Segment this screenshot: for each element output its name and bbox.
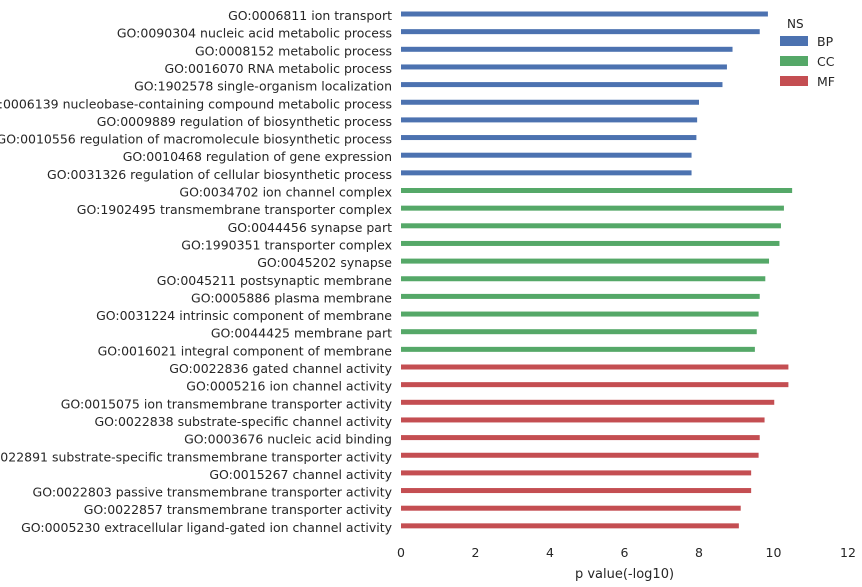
category-label: GO:0031224 intrinsic component of membra… [96,308,392,323]
legend-swatch-cc [780,56,808,66]
legend: NS BP CC MF [780,17,835,89]
bar-bp [401,64,727,70]
bar-bp [401,11,768,17]
category-label: GO:0022838 substrate-specific channel ac… [94,414,392,429]
legend-label-bp: BP [817,34,834,49]
category-label: GO:1902578 single-organism localization [134,79,392,94]
x-axis-ticks: 0 2 4 6 8 10 12 [397,545,856,560]
category-label: GO:0044456 synapse part [228,220,392,235]
bar-cc [401,205,784,211]
bar-cc [401,240,780,246]
category-label: GO:0022891 substrate-specific transmembr… [0,449,393,464]
category-label: GO:0006811 ion transport [228,8,392,23]
bar-mf [401,470,752,476]
category-label: GO:0015267 channel activity [209,467,392,482]
legend-swatch-mf [780,76,808,86]
bar-mf [401,505,741,511]
bar-bp [401,29,760,35]
category-label: GO:0044425 membrane part [211,326,392,341]
category-label: GO:0008152 metabolic process [195,43,392,58]
category-label: GO:1990351 transporter complex [181,237,392,252]
category-label: GO:0034702 ion channel complex [179,185,392,200]
category-label: GO:1902495 transmembrane transporter com… [77,202,392,217]
bar-cc [401,258,770,264]
bar-mf [401,488,752,494]
category-label: GO:0022857 transmembrane transporter act… [84,502,393,517]
x-tick-label: 10 [766,545,782,560]
category-label: GO:0016070 RNA metabolic process [164,61,392,76]
category-label: GO:0005216 ion channel activity [186,379,392,394]
legend-swatch-bp [780,36,808,46]
bar-mf [401,417,765,423]
bar-bp [401,46,733,52]
bar-bp [401,117,698,123]
category-label: GO:0015075 ion transmembrane transporter… [61,396,393,411]
bar-mf [401,435,760,441]
category-label: GO:0009889 regulation of biosynthetic pr… [97,114,392,129]
bar-bp [401,152,692,158]
category-label: GO:0010468 regulation of gene expression [123,149,392,164]
bar-bp [401,99,699,105]
category-label: GO:0010556 regulation of macromolecule b… [0,132,392,147]
category-label: GO:0003676 nucleic acid binding [184,432,392,447]
category-label: GO:0090304 nucleic acid metabolic proces… [117,26,392,41]
bar-mf [401,523,739,529]
bar-mf [401,452,759,458]
category-label: GO:0006139 nucleobase-containing compoun… [0,96,392,111]
x-tick-label: 2 [472,545,480,560]
x-tick-label: 12 [840,545,856,560]
x-axis-title: p value(-log10) [575,567,674,582]
bar-bp [401,82,723,88]
bar-cc [401,346,755,352]
bar-bp [401,135,697,141]
legend-label-mf: MF [817,74,835,89]
legend-title: NS [787,17,804,31]
bar-cc [401,276,766,282]
bars-group [401,11,793,529]
bar-cc [401,329,757,335]
category-labels: GO:0006811 ion transport GO:0090304 nucle… [0,8,393,535]
bar-cc [401,311,759,317]
category-label: GO:0005230 extracellular ligand-gated io… [21,520,393,535]
category-label: GO:0016021 integral component of membran… [98,343,393,358]
category-label: GO:0031326 regulation of cellular biosyn… [47,167,392,182]
x-tick-label: 0 [397,545,405,560]
bar-cc [401,223,781,229]
bar-cc [401,293,760,299]
x-tick-label: 4 [546,545,554,560]
category-label: GO:0005886 plasma membrane [191,290,392,305]
bar-cc [401,188,793,193]
bar-bp [401,170,692,176]
legend-label-cc: CC [817,54,835,69]
category-label: GO:0022836 gated channel activity [169,361,392,376]
x-tick-label: 8 [695,545,703,560]
bar-mf [401,399,775,405]
category-label: GO:0022803 passive transmembrane transpo… [33,485,393,500]
bar-mf [401,364,789,370]
category-label: GO:0045202 synapse [257,255,392,270]
category-label: GO:0045211 postsynaptic membrane [157,273,393,288]
bar-mf [401,382,789,388]
x-tick-label: 6 [621,545,629,560]
